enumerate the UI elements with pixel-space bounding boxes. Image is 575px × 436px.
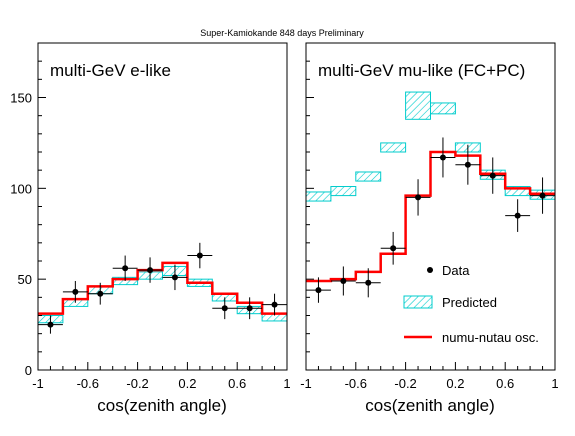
predicted-band-mu-like [306, 191, 332, 202]
data-point-e-like [112, 255, 138, 281]
data-point-mu-like [330, 266, 356, 296]
data-point-e-like [87, 282, 113, 305]
predicted-band-mu-like [380, 142, 407, 153]
x-tick-label-mu-like: -0.2 [394, 376, 416, 391]
x-tick-label-mu-like: 1 [551, 376, 558, 391]
data-point-e-like [137, 257, 163, 283]
data-point-e-like [187, 242, 213, 269]
data-point-e-like [212, 297, 238, 320]
x-tick-label-mu-like: 0.6 [496, 376, 514, 391]
data-point-mu-like [455, 144, 481, 185]
legend-label-oscillation: numu-nutau osc. [442, 330, 539, 345]
legend-label-data: Data [442, 263, 470, 278]
legend-predicted-swatch [403, 295, 433, 309]
data-point-mu-like [430, 137, 456, 178]
data-point-mu-like [480, 157, 506, 194]
data-point-e-like [62, 280, 88, 303]
x-tick-label-mu-like: 0.2 [446, 376, 464, 391]
panel-title-e-like: multi-GeV e-like [50, 61, 171, 80]
legend-label-predicted: Predicted [442, 295, 497, 310]
data-point-mu-like [505, 199, 531, 232]
y-tick-label-e-like: 150 [10, 91, 32, 106]
oscillation-step-e-like [38, 261, 287, 315]
panel-e-like: -1 -0.6 -0.2 0.2 0.6 1 0 50 100 150 multi-GeV e-l… [10, 42, 291, 415]
predicted-band-mu-like [405, 91, 432, 120]
predicted-band-mu-like [330, 186, 357, 197]
x-tick-label-mu-like: -0.6 [345, 376, 367, 391]
x-axis-title-e-like: cos(zenith angle) [97, 396, 226, 415]
data-point-mu-like [405, 179, 431, 216]
data-point-mu-like [355, 268, 381, 298]
data-point-e-like [162, 264, 188, 291]
plot-frame-mu-like [305, 42, 556, 371]
data-point-mu-like [306, 277, 331, 303]
x-tick-label-e-like: 0.2 [178, 376, 196, 391]
y-tick-label-e-like: 0 [25, 363, 32, 378]
x-tick-label-e-like: 0.6 [228, 376, 246, 391]
data-point-e-like [262, 293, 287, 316]
data-point-mu-like [530, 177, 555, 214]
figure-title: Super-Kamiokande 848 days Preliminary [200, 28, 364, 38]
predicted-band-mu-like [430, 102, 456, 115]
data-point-mu-like [380, 231, 406, 265]
panel-title-mu-like: multi-GeV mu-like (FC+PC) [318, 61, 525, 80]
panel-mu-like: -1 -0.6 -0.2 0.2 0.6 1 multi-GeV mu-like (FC+… [300, 42, 559, 415]
legend: Data Predicted numu-nutau osc. [403, 263, 539, 345]
x-tick-label-e-like: -1 [32, 376, 44, 391]
data-point-e-like [237, 297, 263, 320]
x-axis-title-mu-like: cos(zenith angle) [365, 396, 494, 415]
x-tick-label-e-like: -0.6 [77, 376, 99, 391]
y-tick-label-e-like: 100 [10, 181, 32, 196]
plot-frame-e-like [37, 42, 288, 371]
x-tick-label-e-like: 1 [283, 376, 290, 391]
x-tick-label-e-like: -0.2 [126, 376, 148, 391]
data-point-e-like [38, 315, 63, 334]
predicted-band-mu-like [355, 171, 382, 182]
legend-data-marker [427, 267, 433, 273]
y-tick-label-e-like: 50 [18, 272, 32, 287]
x-tick-label-mu-like: -1 [300, 376, 312, 391]
oscillation-step-mu-like [306, 150, 555, 283]
